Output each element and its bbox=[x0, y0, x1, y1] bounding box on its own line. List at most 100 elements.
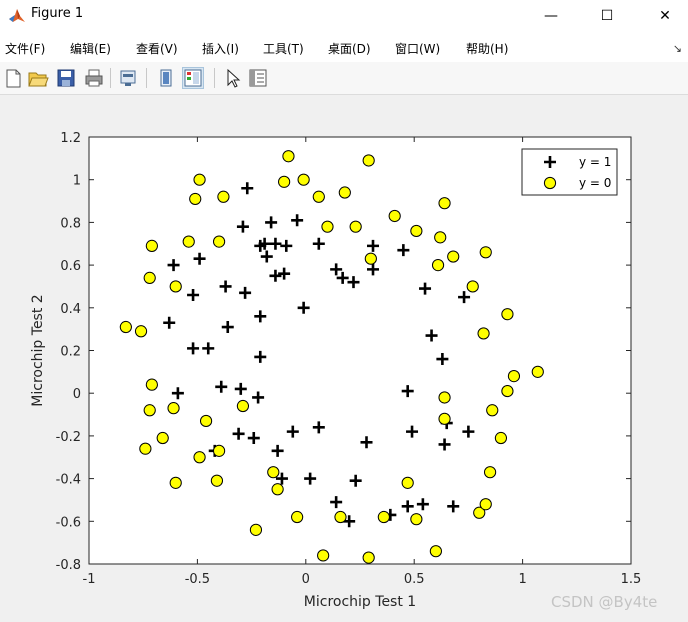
show-plot-tools-icon[interactable] bbox=[182, 67, 204, 89]
data-point-negative bbox=[189, 192, 202, 206]
close-button[interactable]: ✕ bbox=[659, 8, 671, 24]
data-point-negative bbox=[479, 246, 492, 259]
data-point-positive bbox=[247, 432, 260, 445]
data-point-negative bbox=[334, 510, 347, 524]
legend-marker bbox=[544, 156, 556, 168]
menu-edit[interactable]: 编辑(E) bbox=[70, 42, 111, 56]
axes-background bbox=[89, 137, 631, 564]
data-point-positive bbox=[239, 286, 252, 299]
legend-label: y = 0 bbox=[579, 176, 611, 190]
data-point-positive bbox=[167, 259, 180, 272]
data-point-negative bbox=[271, 483, 284, 496]
data-point-positive bbox=[265, 216, 278, 229]
menu-window[interactable]: 窗口(W) bbox=[395, 42, 441, 56]
data-point-negative bbox=[479, 498, 492, 511]
data-point-negative bbox=[431, 259, 445, 272]
data-point-negative bbox=[473, 506, 486, 519]
data-point-positive bbox=[401, 500, 414, 513]
data-point-positive bbox=[221, 321, 234, 334]
x-tick-label: 0 bbox=[302, 572, 310, 587]
data-point-positive bbox=[187, 342, 200, 355]
data-point-negative bbox=[217, 190, 230, 203]
data-point-negative bbox=[501, 308, 514, 321]
menu-bar: 文件(F) 编辑(E) 查看(V) 插入(I) 工具(T) 桌面(D) 窗口(W… bbox=[0, 32, 688, 62]
dock-arrow-icon[interactable]: ↘ bbox=[672, 42, 682, 55]
hide-plot-tools-icon[interactable] bbox=[155, 67, 177, 89]
data-point-positive bbox=[258, 237, 271, 250]
data-point-positive bbox=[397, 244, 410, 257]
data-point-positive bbox=[347, 276, 360, 289]
y-tick-label: 1 bbox=[73, 174, 81, 189]
data-point-negative bbox=[145, 239, 158, 252]
print-icon[interactable] bbox=[83, 67, 105, 89]
maximize-button[interactable]: ☐ bbox=[600, 8, 614, 24]
data-point-positive bbox=[438, 438, 451, 451]
data-point-negative bbox=[438, 412, 451, 425]
x-tick-label: 1.5 bbox=[621, 572, 642, 587]
data-point-negative bbox=[143, 404, 156, 417]
property-inspector-icon[interactable] bbox=[247, 67, 269, 89]
data-point-positive bbox=[163, 316, 176, 329]
data-point-negative bbox=[193, 451, 206, 464]
new-figure-icon[interactable] bbox=[2, 67, 24, 89]
data-point-positive bbox=[219, 280, 232, 293]
data-point-positive bbox=[260, 250, 273, 263]
data-point-negative bbox=[291, 510, 304, 524]
y-tick-label: 0.6 bbox=[60, 259, 81, 274]
data-point-negative bbox=[312, 190, 325, 203]
data-point-positive bbox=[232, 427, 245, 440]
data-point-negative bbox=[410, 224, 423, 238]
data-point-negative bbox=[362, 551, 375, 564]
data-point-negative bbox=[434, 231, 447, 244]
link-plot-icon[interactable] bbox=[117, 67, 139, 89]
data-point-negative bbox=[317, 549, 330, 562]
data-point-positive bbox=[171, 387, 184, 400]
edit-plot-icon[interactable] bbox=[222, 67, 244, 89]
data-point-negative bbox=[182, 235, 195, 248]
menu-help[interactable]: 帮助(H) bbox=[466, 42, 509, 56]
data-point-negative bbox=[321, 220, 334, 233]
data-point-positive bbox=[425, 329, 438, 342]
data-point-positive bbox=[462, 425, 475, 438]
toolbar-separator bbox=[146, 68, 147, 88]
data-point-positive bbox=[401, 385, 414, 398]
menu-file[interactable]: 文件(F) bbox=[5, 42, 46, 56]
legend-box[interactable] bbox=[521, 148, 618, 196]
data-point-negative bbox=[388, 209, 401, 223]
data-point-positive bbox=[193, 252, 206, 265]
menu-insert[interactable]: 插入(I) bbox=[202, 42, 239, 56]
data-point-negative bbox=[486, 404, 499, 417]
data-point-negative bbox=[447, 250, 460, 263]
data-point-positive bbox=[252, 391, 265, 404]
data-point-positive bbox=[241, 182, 254, 195]
minimize-button[interactable]: — bbox=[544, 8, 558, 24]
figure-toolbar bbox=[0, 62, 688, 95]
x-tick-label: -1 bbox=[83, 572, 96, 587]
y-tick-label: -0.2 bbox=[56, 430, 81, 445]
data-point-negative bbox=[134, 325, 148, 338]
data-point-negative bbox=[438, 197, 451, 210]
toolbar-separator bbox=[214, 68, 215, 88]
data-point-negative bbox=[466, 280, 479, 293]
data-point-negative bbox=[477, 327, 490, 340]
open-folder-icon[interactable] bbox=[27, 67, 49, 89]
scatter-plot[interactable]: -1 -0.5 0 0.5 1 1.5 -0.8 -0.6 -0.4 -0.2 0 0.2 0.4 0.6… bbox=[0, 95, 688, 622]
data-point-negative bbox=[282, 150, 295, 163]
data-point-positive bbox=[236, 220, 249, 233]
menu-tools[interactable]: 工具(T) bbox=[263, 42, 304, 56]
data-point-positive bbox=[330, 496, 343, 509]
data-point-positive bbox=[336, 271, 349, 284]
y-axis-label: Microchip Test 2 bbox=[30, 294, 46, 406]
menu-view[interactable]: 查看(V) bbox=[136, 42, 178, 56]
data-point-negative bbox=[212, 444, 226, 457]
data-point-negative bbox=[145, 378, 158, 391]
y-tick-label: -0.6 bbox=[56, 515, 81, 530]
save-icon[interactable] bbox=[55, 67, 77, 89]
data-point-negative bbox=[119, 320, 132, 334]
data-point-positive bbox=[271, 444, 284, 457]
data-point-positive bbox=[458, 291, 471, 304]
data-point-negative bbox=[143, 271, 156, 285]
menu-desktop[interactable]: 桌面(D) bbox=[328, 42, 371, 56]
watermark: CSDN @By4te bbox=[551, 593, 658, 611]
data-point-negative bbox=[531, 365, 544, 378]
